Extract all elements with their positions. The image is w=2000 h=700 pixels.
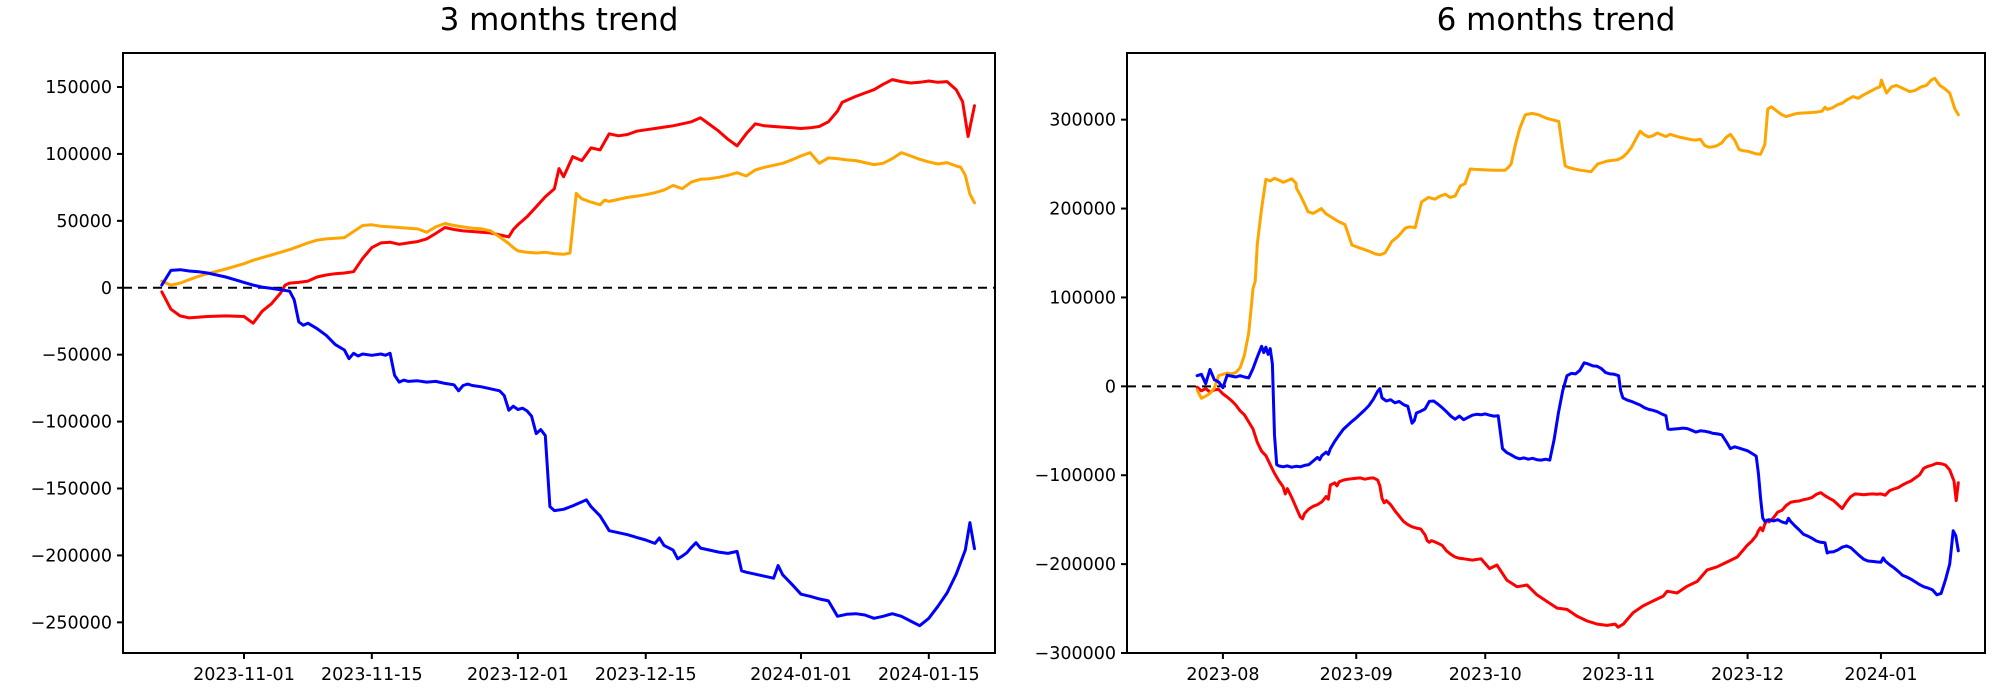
y-tick-label: −50000 (42, 346, 112, 366)
chart-title-3-months-trend: 3 months trend (439, 2, 679, 38)
x-tick-label: 2024-01-01 (750, 665, 852, 685)
x-tick-label: 2024-01-15 (878, 665, 980, 685)
y-tick-label: −100000 (1035, 466, 1116, 486)
x-tick-label: 2023-08 (1186, 665, 1259, 685)
y-tick-label: 100000 (45, 145, 112, 165)
x-tick-label: 2023-11-15 (321, 665, 423, 685)
y-tick-label: 0 (101, 279, 112, 299)
x-tick-label: 2023-12-01 (467, 665, 569, 685)
y-tick-label: 100000 (1049, 288, 1116, 308)
y-tick-label: −200000 (1035, 555, 1116, 575)
plot-frame (122, 52, 996, 654)
x-tick-label: 2023-11-01 (193, 665, 295, 685)
y-tick-label: −100000 (31, 413, 112, 433)
y-tick-label: −200000 (31, 546, 112, 566)
y-tick-label: 300000 (1049, 111, 1116, 131)
x-tick-label: 2023-09 (1320, 665, 1393, 685)
series-line-blue (1195, 344, 1960, 597)
x-tick-label: 2023-11 (1582, 665, 1655, 685)
chart-0: 150000 100000 50000 0 −50000 −100000 −150000 −2… (31, 52, 996, 685)
y-tick-label: 0 (1105, 377, 1116, 397)
y-tick-label: 150000 (45, 78, 112, 98)
x-tick-label: 2023-12 (1711, 665, 1784, 685)
x-tick-label: 2023-12-15 (595, 665, 697, 685)
series-line-red (160, 78, 976, 325)
x-tick-label: 2023-10 (1449, 665, 1522, 685)
plot-frame (1126, 52, 1986, 654)
y-tick-label: −250000 (31, 613, 112, 633)
series-line-orange (160, 151, 976, 287)
chart-1: 300000 200000 100000 0 −100000 −200000 −300000… (1035, 52, 1986, 685)
y-tick-label: 50000 (56, 212, 112, 232)
y-tick-label: −150000 (31, 480, 112, 500)
y-tick-label: 200000 (1049, 200, 1116, 220)
series-line-orange (1195, 76, 1960, 400)
series-line-blue (160, 268, 976, 628)
chart-title-6-months-trend: 6 months trend (1436, 2, 1676, 38)
y-tick-label: −300000 (1035, 644, 1116, 664)
x-tick-label: 2024-01 (1844, 665, 1917, 685)
series-line-red (1195, 385, 1960, 629)
